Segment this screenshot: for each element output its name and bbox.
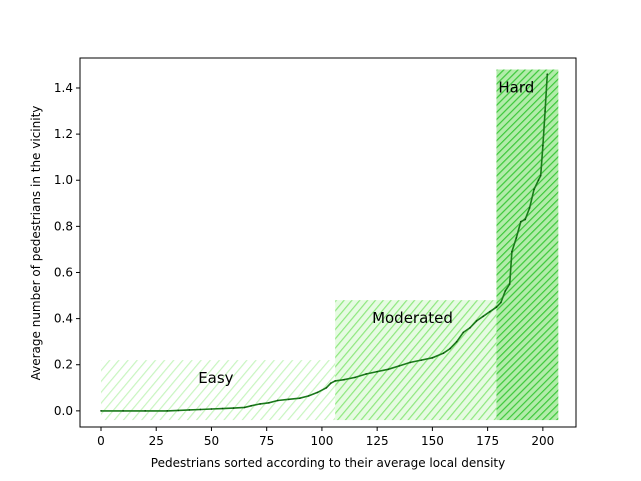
data-point (515, 237, 518, 239)
data-point (276, 399, 279, 402)
data-point (376, 370, 378, 373)
data-point (409, 361, 412, 364)
y-tick-label: 1.0 (54, 173, 73, 187)
region-moderated (335, 300, 497, 421)
region-easy (100, 360, 336, 421)
x-tick-label: 25 (149, 434, 164, 448)
y-tick-label: 0.4 (54, 312, 73, 326)
y-tick-label: 0.6 (54, 265, 73, 279)
data-point (542, 144, 544, 147)
data-point (365, 373, 367, 375)
data-point (508, 283, 511, 285)
y-tick-label: 0.8 (54, 219, 73, 233)
x-axis: 0 25 50 75 100 125 150 175 200 (97, 427, 554, 448)
y-tick-label: 1.2 (54, 127, 73, 141)
data-point (188, 409, 191, 411)
difficulty-regions (100, 69, 559, 421)
region-label-easy: Easy (198, 369, 233, 387)
data-point (144, 410, 146, 412)
data-point (469, 327, 471, 329)
data-point (504, 290, 507, 292)
data-point (489, 310, 491, 313)
data-point (398, 365, 401, 367)
data-point (495, 306, 498, 308)
data-point (462, 331, 465, 334)
data-point (537, 179, 540, 182)
x-axis-label: Pedestrians sorted according to their av… (151, 456, 505, 470)
x-tick-label: 200 (531, 434, 554, 448)
data-point (420, 359, 423, 361)
data-point (287, 398, 290, 401)
x-tick-label: 150 (421, 434, 444, 448)
data-point (387, 368, 390, 371)
data-point (354, 376, 356, 379)
data-point (511, 250, 513, 253)
data-point (199, 408, 202, 411)
data-point (166, 410, 169, 412)
data-point (325, 386, 328, 389)
x-tick-label: 75 (259, 434, 274, 448)
region-hard (496, 69, 559, 421)
data-point (475, 320, 478, 322)
series-line-0 (101, 74, 549, 412)
data-point (100, 410, 102, 412)
data-point (343, 378, 345, 381)
data-point (539, 174, 542, 177)
data-point (232, 407, 235, 409)
data-point (177, 409, 180, 412)
data-point (533, 188, 535, 191)
data-point (329, 382, 332, 384)
data-point (500, 301, 502, 304)
data-point (122, 410, 124, 412)
data-point (250, 404, 253, 407)
data-point (528, 207, 531, 209)
data-point (307, 395, 310, 397)
y-tick-label: 0.0 (54, 404, 73, 418)
plot-frame (79, 57, 577, 428)
data-point (334, 380, 336, 382)
data-point (431, 357, 434, 359)
data-point (544, 110, 546, 112)
data-point (442, 352, 445, 355)
x-tick-label: 175 (476, 434, 499, 448)
region-label-hard: Hard (498, 78, 534, 96)
series-layer (100, 73, 549, 412)
data-point (259, 403, 261, 405)
y-axis: 0.0 0.2 0.4 0.6 0.8 1.0 1.2 1.4 (54, 81, 80, 418)
data-point (482, 315, 485, 318)
y-tick-label: 0.2 (54, 358, 73, 372)
data-point (524, 218, 526, 221)
region-label-moderated: Moderated (372, 309, 453, 327)
data-point (449, 347, 451, 350)
region-labels: Easy Moderated Hard (198, 78, 534, 387)
data-point (519, 220, 522, 223)
y-axis-label: Average number of pedestrians in the vic… (29, 106, 43, 381)
data-point (243, 406, 246, 409)
data-point (455, 340, 458, 343)
data-point (221, 407, 224, 410)
data-point (316, 391, 319, 394)
data-point (210, 408, 213, 410)
x-tick-label: 50 (204, 434, 219, 448)
data-point (546, 73, 549, 75)
y-tick-label: 1.4 (54, 81, 73, 95)
x-tick-label: 125 (366, 434, 389, 448)
x-tick-label: 100 (310, 434, 333, 448)
data-point (299, 397, 301, 399)
x-tick-label: 0 (97, 434, 105, 448)
data-point (268, 401, 270, 404)
